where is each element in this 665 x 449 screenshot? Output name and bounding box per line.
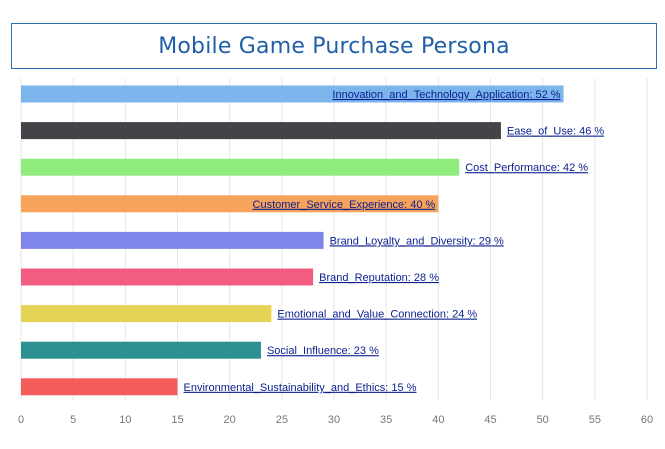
bar[interactable]: [21, 268, 314, 286]
x-tick-label: 45: [484, 414, 496, 426]
bar-data-label: Cost_Performance: 42 %: [465, 162, 588, 174]
bar-data-label: Customer_Service_Experience: 40 %: [253, 199, 436, 211]
bar[interactable]: [21, 195, 439, 213]
bar-data-label: Brand_Reputation: 28 %: [319, 272, 439, 284]
bar-data-label: Environmental_Sustainability_and_Ethics:…: [184, 382, 417, 394]
bars-group: [21, 85, 564, 396]
bar-data-label: Emotional_and_Value_Connection: 24 %: [277, 309, 477, 321]
bar[interactable]: [21, 341, 261, 359]
chart-title-box: Mobile Game Purchase Persona: [11, 23, 657, 69]
bar-labels-group: Innovation_and_Technology_Application: 5…: [184, 89, 605, 394]
x-axis-ticks: 0 5 10 15 20 25 30 35 40 45 50 55 60: [18, 414, 653, 426]
x-tick-label: 20: [224, 414, 236, 426]
x-tick-label: 40: [432, 414, 444, 426]
chart-title: Mobile Game Purchase Persona: [158, 33, 510, 59]
x-tick-label: 55: [589, 414, 601, 426]
bar[interactable]: [21, 122, 501, 140]
x-tick-label: 25: [276, 414, 288, 426]
x-tick-label: 60: [641, 414, 653, 426]
bar[interactable]: [21, 305, 272, 323]
bar[interactable]: [21, 158, 460, 176]
x-tick-label: 5: [70, 414, 76, 426]
x-tick-label: 35: [380, 414, 392, 426]
x-tick-label: 50: [537, 414, 549, 426]
bar-data-label: Ease_of_Use: 46 %: [507, 126, 604, 138]
x-tick-label: 0: [18, 414, 24, 426]
bar-data-label: Innovation_and_Technology_Application: 5…: [332, 89, 560, 101]
x-tick-label: 15: [171, 414, 183, 426]
bar-data-label: Brand_Loyalty_and_Diversity: 29 %: [330, 235, 504, 247]
x-tick-label: 10: [119, 414, 131, 426]
bar-data-label: Social_Influence: 23 %: [267, 345, 379, 357]
x-tick-label: 30: [328, 414, 340, 426]
bar[interactable]: [21, 85, 564, 103]
bar[interactable]: [21, 378, 178, 396]
bar[interactable]: [21, 231, 324, 249]
